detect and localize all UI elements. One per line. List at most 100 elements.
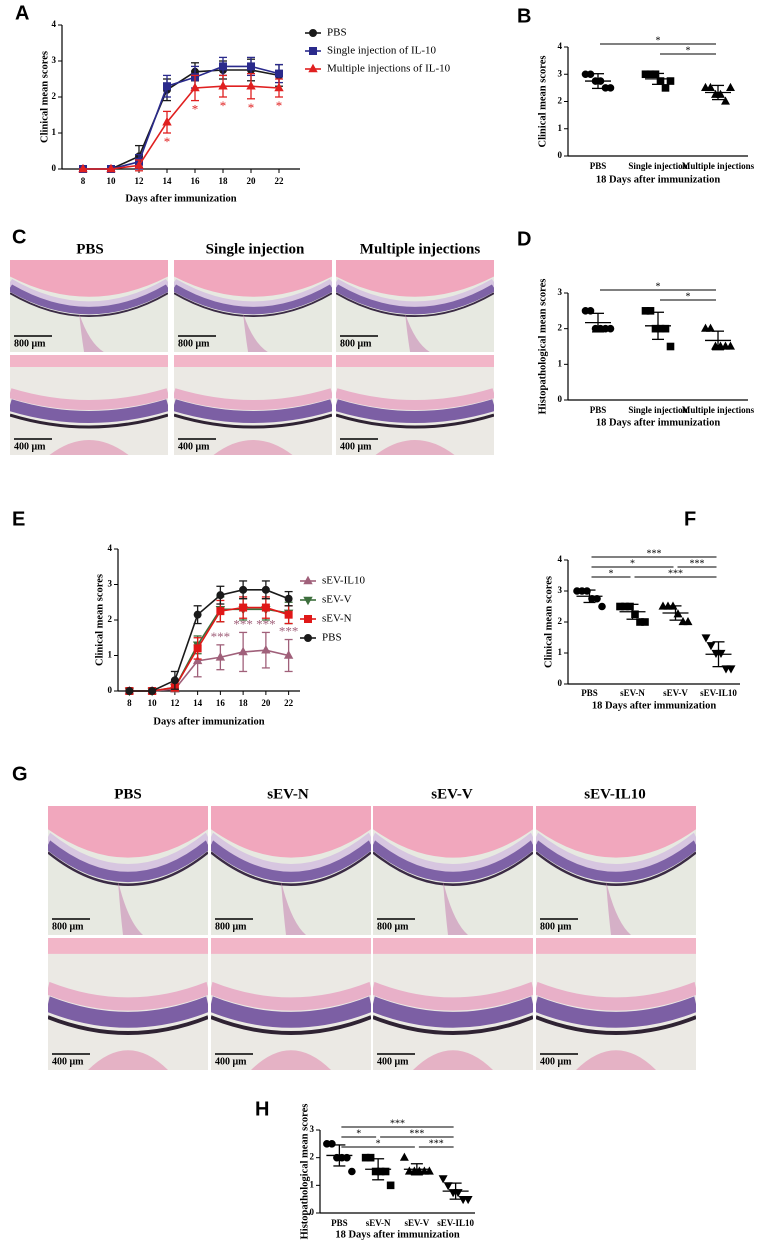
comparison-label: * [609,568,614,579]
marker [726,341,735,350]
marker [598,602,606,611]
scale-bars [14,335,378,440]
micrograph [536,806,696,935]
marker [348,1167,356,1176]
significance-label: * [164,134,171,149]
marker [706,323,715,332]
x-axis-label: Days after immunization [153,716,264,727]
micrograph [48,938,208,1070]
legend-label: sEV-N [322,613,352,625]
marker [721,96,730,105]
y-tick-label: 3 [558,287,563,297]
marker [239,603,248,612]
comparison-label: * [686,45,691,56]
series-line [83,85,280,170]
marker [726,82,735,92]
x-tick-label: 14 [163,176,173,186]
scale-label: 400 μm [540,1056,572,1067]
column-title: Single injection [206,241,305,257]
micrograph [211,806,371,935]
comparison-label: *** [409,1128,424,1139]
x-axis-label: 18 Days after immunization [596,417,720,428]
marker [646,307,655,315]
y-tick-label: 0 [310,1207,315,1217]
x-tick-label: Single injection [628,405,687,415]
significance-label: * [192,102,199,117]
x-axis-label: Days after immunization [125,193,236,204]
marker [162,116,172,126]
x-tick-label: 10 [107,176,117,186]
scale-bars [52,918,578,1055]
y-tick-label: 3 [108,579,113,589]
y-tick-label: 2 [108,614,113,624]
y-tick-label: 3 [52,55,57,65]
significance-label: *** [233,616,253,631]
x-tick-label: 16 [216,698,226,708]
y-tick-label: 1 [558,358,563,368]
y-tick-label: 4 [52,19,57,29]
micrograph [536,938,696,1070]
panel-letter: G [12,763,28,785]
x-tick-label: 8 [81,176,86,186]
marker [275,69,283,78]
marker [125,687,134,695]
scale-label: 800 μm [14,338,46,349]
marker [583,587,591,595]
panel-letter: H [255,1098,269,1120]
x-tick-label: 16 [191,176,201,186]
x-tick-label: 18 [239,698,249,708]
y-axis-label: Clinical mean scores [543,576,554,668]
marker [593,594,601,603]
marker [163,82,171,91]
y-tick-label: 2 [558,96,563,106]
marker [438,1175,448,1184]
micrograph [373,938,533,1070]
marker [215,652,226,661]
y-tick-label: 0 [558,394,563,404]
significance-label: * [220,98,227,113]
marker [216,591,225,600]
marker [386,1181,395,1190]
y-tick-label: 3 [558,585,563,595]
y-axis-label: Clinical mean scores [94,574,105,666]
x-tick-label: sEV-V [663,688,688,698]
scale-label: 800 μm [340,338,372,349]
comparison-label: * [630,558,635,569]
significance-label: *** [279,624,299,639]
marker [134,160,144,169]
panel-letter: D [517,228,531,250]
y-tick-label: 3 [310,1124,315,1134]
legend-label: PBS [327,27,347,39]
x-tick-label: 12 [170,698,180,708]
x-tick-label: Single injection [628,161,687,171]
y-tick-label: 0 [108,685,113,695]
scale-label: 800 μm [178,338,210,349]
marker [284,594,293,603]
x-tick-label: PBS [590,405,607,415]
y-tick-label: 1 [310,1179,315,1189]
panel-letter: A [15,2,29,24]
x-tick-label: sEV-IL10 [437,1218,474,1228]
scale-label: 800 μm [377,921,409,932]
legend-label: sEV-IL10 [322,575,365,587]
comparison-label: * [656,35,661,46]
marker [666,342,675,351]
comparison-label: *** [647,548,662,559]
marker [304,634,312,642]
scale-label: 400 μm [52,1056,84,1067]
micrograph [48,806,208,935]
marker [651,70,660,79]
marker [366,1153,375,1162]
scale-label: 800 μm [215,921,247,932]
y-axis-label: Clinical mean scores [537,56,548,148]
scale-label: 400 μm [178,441,210,452]
x-tick-label: 20 [247,176,257,186]
y-tick-label: 1 [558,123,563,133]
y-tick-label: 2 [558,323,563,333]
marker [463,1196,473,1205]
scale-label: 400 μm [377,1056,409,1067]
marker [399,1152,409,1161]
micrograph [211,938,371,1070]
scale-label: 800 μm [540,921,572,932]
comparison-label: * [686,291,691,302]
